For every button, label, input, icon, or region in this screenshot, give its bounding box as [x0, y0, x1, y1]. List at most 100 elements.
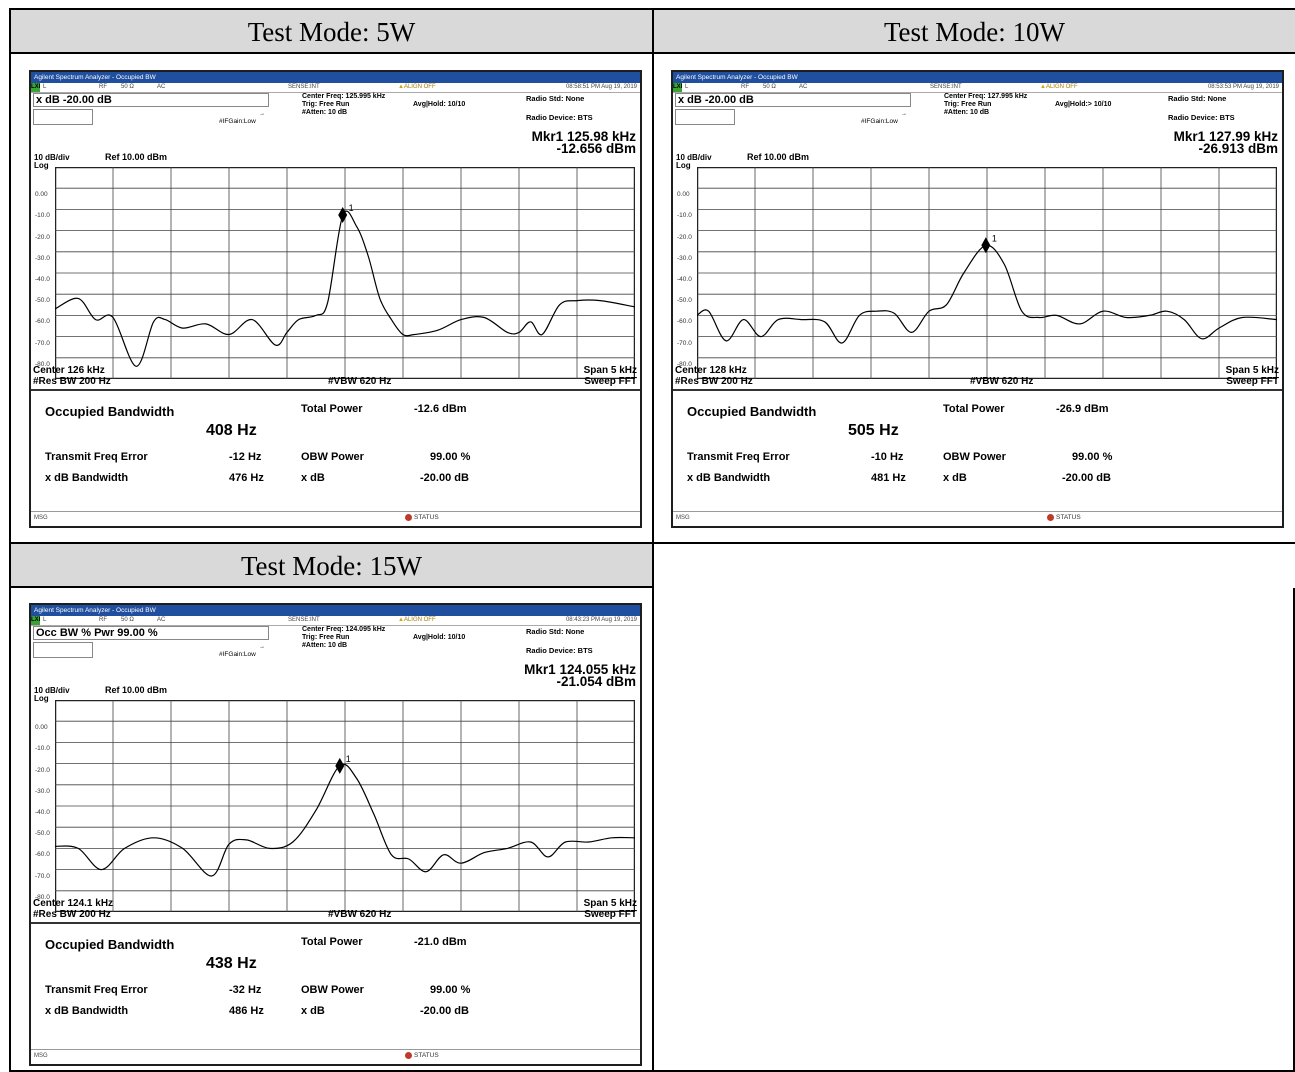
avg-hold-label: Avg|Hold: 10/10: [413, 634, 466, 641]
mode-indicator: LXI: [31, 83, 41, 92]
freq-error-label: Transmit Freq Error: [45, 984, 148, 996]
mode-label: L: [43, 617, 47, 623]
status-indicator[interactable]: STATUS: [405, 514, 439, 521]
xdb-label: x dB: [301, 1005, 325, 1017]
window-title: Agilent Spectrum Analyzer - Occupied BW: [31, 605, 640, 616]
obw-power-value: 99.00 %: [430, 984, 471, 996]
align-warning: ▲ALIGN OFF: [1040, 83, 1078, 91]
spectrum-analyzer-5w: Agilent Spectrum Analyzer - Occupied BW …: [29, 70, 642, 528]
radio-std-label: Radio Std: None: [526, 627, 585, 636]
vbw-label: #VBW 620 Hz: [328, 376, 392, 387]
y-tick-label: -10.0: [677, 212, 692, 220]
vbw-label: #VBW 620 Hz: [328, 909, 392, 920]
occupied-bw-value: 408 Hz: [206, 422, 257, 439]
y-tick-label: -50.0: [677, 297, 692, 305]
window-title: Agilent Spectrum Analyzer - Occupied BW: [31, 72, 640, 83]
sense-label: SENSE:INT: [288, 617, 320, 623]
spectrum-plot: 1: [54, 699, 636, 913]
xdb-bw-label: x dB Bandwidth: [687, 472, 771, 484]
trig-arrow-icon: →: [901, 111, 907, 117]
avg-hold-label: Avg|Hold: 10/10: [413, 101, 466, 108]
y-tick-label: -10.0: [35, 745, 50, 753]
header-5w: Test Mode: 5W: [11, 10, 654, 54]
scale-per-div: 10 dB/div: [34, 153, 70, 162]
sweep-label: Sweep FFT: [1226, 376, 1279, 387]
y-tick-label: -30.0: [35, 254, 50, 262]
marker-amplitude: -12.656 dBm: [556, 141, 636, 156]
center-freq-label: Center Freq: 124.095 kHz: [302, 626, 386, 633]
span-label: Span 5 kHz: [583, 365, 637, 376]
warning-icon: ▲: [398, 617, 404, 623]
y-tick-label: -70.0: [35, 339, 50, 347]
y-tick-label: 0.00: [35, 724, 48, 732]
coupling-label: AC: [157, 84, 166, 90]
marker-diamond[interactable]: [335, 757, 345, 774]
center-label: Center 124.1 kHz: [33, 898, 114, 909]
y-tick-label: -10.0: [35, 212, 50, 220]
rbw-label: #Res BW 200 Hz: [33, 909, 111, 920]
entry-box[interactable]: [33, 642, 93, 658]
y-tick-label: -70.0: [35, 872, 50, 880]
marker-diamond[interactable]: [981, 237, 991, 254]
obw-power-label: OBW Power: [943, 451, 1006, 463]
xdb-value: -20.00 dB: [420, 1005, 469, 1017]
y-tick-label: -70.0: [677, 339, 692, 347]
xdb-value: -20.00 dB: [420, 472, 469, 484]
freq-error-value: -32 Hz: [229, 984, 262, 996]
active-function-box[interactable]: Occ BW % Pwr 99.00 %: [33, 626, 269, 640]
xdb-bw-label: x dB Bandwidth: [45, 1005, 129, 1017]
occupied-bw-label: Occupied Bandwidth: [45, 404, 175, 419]
mode-indicator: LXI: [31, 616, 41, 625]
spectrum-svg: 1: [696, 166, 1278, 380]
atten-label: #Atten: 10 dB: [302, 109, 348, 116]
results-divider: [31, 389, 640, 391]
y-tick-label: -20.0: [35, 233, 50, 241]
marker-number-label: 1: [992, 233, 997, 243]
total-power-label: Total Power: [301, 936, 363, 948]
occupied-bw-value: 505 Hz: [848, 422, 899, 439]
center-label: Center 126 kHz: [33, 365, 105, 376]
span-label: Span 5 kHz: [1225, 365, 1279, 376]
header-10w: Test Mode: 10W: [654, 10, 1295, 54]
y-tick-label: -50.0: [35, 830, 50, 838]
marker-frequency: Mkr1 127.99 kHz: [1173, 129, 1278, 144]
mode-label: L: [685, 84, 689, 90]
ref-level: Ref 10.00 dBm: [105, 685, 168, 695]
center-label: Center 128 kHz: [675, 365, 747, 376]
occupied-bw-value: 438 Hz: [206, 955, 257, 972]
spectrum-plot: 1: [54, 166, 636, 380]
radio-device-label: Radio Device: BTS: [526, 646, 593, 655]
y-tick-label: -80.0: [677, 360, 692, 368]
trig-arrow-icon: →: [259, 111, 265, 117]
msg-label: MSG: [34, 1053, 48, 1059]
status-indicator[interactable]: STATUS: [1047, 514, 1081, 521]
rbw-label: #Res BW 200 Hz: [675, 376, 753, 387]
vbw-label: #VBW 620 Hz: [970, 376, 1034, 387]
status-bar: LXI L RF 50 Ω AC SENSE:INT ▲ALIGN OFF 08…: [31, 83, 640, 93]
y-tick-label: -50.0: [35, 297, 50, 305]
marker-diamond[interactable]: [338, 207, 348, 224]
y-tick-label: -20.0: [35, 766, 50, 774]
total-power-label: Total Power: [301, 403, 363, 415]
impedance-label: 50 Ω: [121, 84, 134, 90]
entry-box[interactable]: [33, 109, 93, 125]
status-bar: LXI L RF 50 Ω AC SENSE:INT ▲ALIGN OFF 08…: [31, 616, 640, 626]
scale-log: Log: [34, 161, 49, 170]
active-function-box[interactable]: x dB -20.00 dB: [675, 93, 911, 107]
entry-box[interactable]: [675, 109, 735, 125]
spectrum-analyzer-10w: Agilent Spectrum Analyzer - Occupied BW …: [671, 70, 1284, 528]
sense-label: SENSE:INT: [288, 84, 320, 90]
coupling-label: AC: [157, 617, 166, 623]
y-tick-label: -60.0: [35, 851, 50, 859]
obw-power-label: OBW Power: [301, 451, 364, 463]
results-divider: [31, 922, 640, 924]
active-function-box[interactable]: x dB -20.00 dB: [33, 93, 269, 107]
total-power-value: -12.6 dBm: [414, 403, 467, 415]
status-indicator[interactable]: STATUS: [405, 1052, 439, 1059]
impedance-label: 50 Ω: [763, 84, 776, 90]
mode-label: L: [43, 84, 47, 90]
spectrum-trace: [54, 763, 636, 877]
radio-std-label: Radio Std: None: [526, 94, 585, 103]
ref-level: Ref 10.00 dBm: [105, 152, 168, 162]
ifgain-label: #IFGain:Low: [219, 118, 256, 125]
